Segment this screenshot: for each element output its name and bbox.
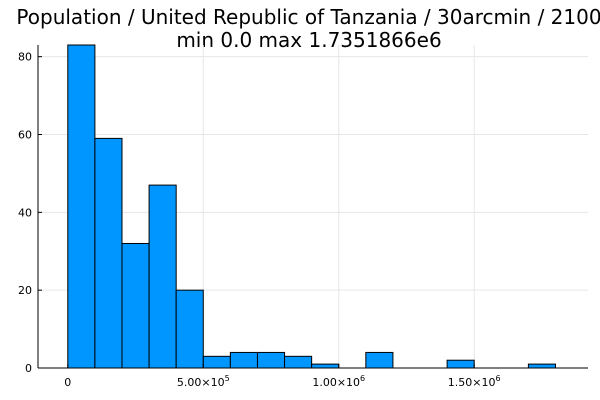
- y-tick-label: 20: [18, 284, 32, 297]
- histogram-bar: [202, 355, 231, 369]
- x-tick-label: 1.50×106: [448, 374, 501, 389]
- histogram-bar: [311, 363, 340, 369]
- x-tick-label: 0: [64, 376, 71, 389]
- axes: [37, 45, 588, 369]
- x-tick-label: 5.00×105: [177, 374, 230, 389]
- histogram-bar: [284, 355, 313, 369]
- x-tick-label: 1.00×106: [312, 374, 365, 389]
- y-tick-label: 0: [25, 362, 32, 375]
- chart-title: Population / United Republic of Tanzania…: [16, 5, 600, 29]
- histogram-bars: [67, 44, 556, 369]
- histogram-bar: [365, 351, 394, 369]
- y-tick-label: 80: [18, 51, 32, 64]
- histogram-bar: [121, 242, 150, 369]
- y-tick-label: 60: [18, 129, 32, 142]
- histogram-bar: [256, 351, 286, 369]
- histogram-bar: [94, 137, 123, 369]
- histogram-bar: [527, 363, 556, 369]
- tick-labels: 0 20 40 60 80 0 5.00×105 1.00×106 1.50×106: [18, 51, 501, 389]
- histogram-bar: [148, 184, 177, 369]
- histogram-bar: [446, 359, 475, 369]
- histogram-bar: [229, 351, 258, 369]
- histogram-bar: [67, 44, 96, 369]
- y-tick-label: 40: [18, 206, 32, 219]
- histogram-bar: [175, 289, 204, 369]
- chart-subtitle: min 0.0 max 1.7351866e6: [176, 28, 441, 52]
